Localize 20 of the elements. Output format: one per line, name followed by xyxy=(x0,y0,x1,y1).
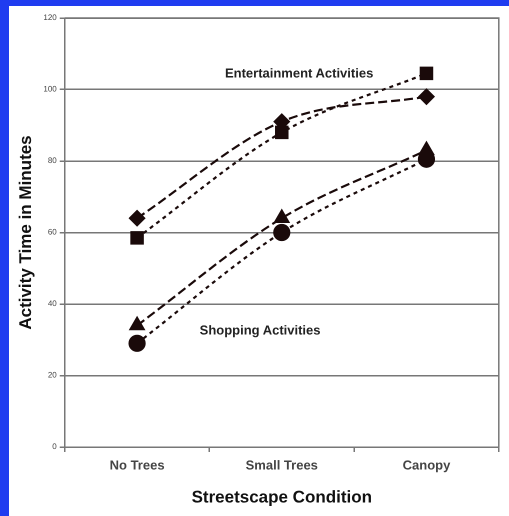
y-tick-label: 0 xyxy=(52,442,58,452)
point xyxy=(130,231,144,245)
y-tick-label: 60 xyxy=(48,228,58,237)
point xyxy=(128,210,146,226)
x-tick-label: No Trees xyxy=(110,457,165,472)
point xyxy=(128,334,146,352)
annotation: Entertainment Activities xyxy=(224,65,374,80)
x-axis-title: Streetscape Condition xyxy=(192,487,372,506)
x-tick-label: Small Trees xyxy=(246,457,318,472)
y-tick-label: 40 xyxy=(48,299,58,308)
x-tick-label: Canopy xyxy=(402,457,452,472)
y-tick-label: 80 xyxy=(48,156,58,166)
y-tick-label: 100 xyxy=(43,84,58,94)
point xyxy=(420,66,434,80)
y-tick-label: 20 xyxy=(48,370,58,380)
point xyxy=(273,224,290,242)
y-tick-label: 120 xyxy=(43,13,58,22)
y-axis-title: Activity Time in Minutes xyxy=(16,135,35,330)
point xyxy=(418,88,435,105)
annotation: Shopping Activities xyxy=(200,322,320,338)
